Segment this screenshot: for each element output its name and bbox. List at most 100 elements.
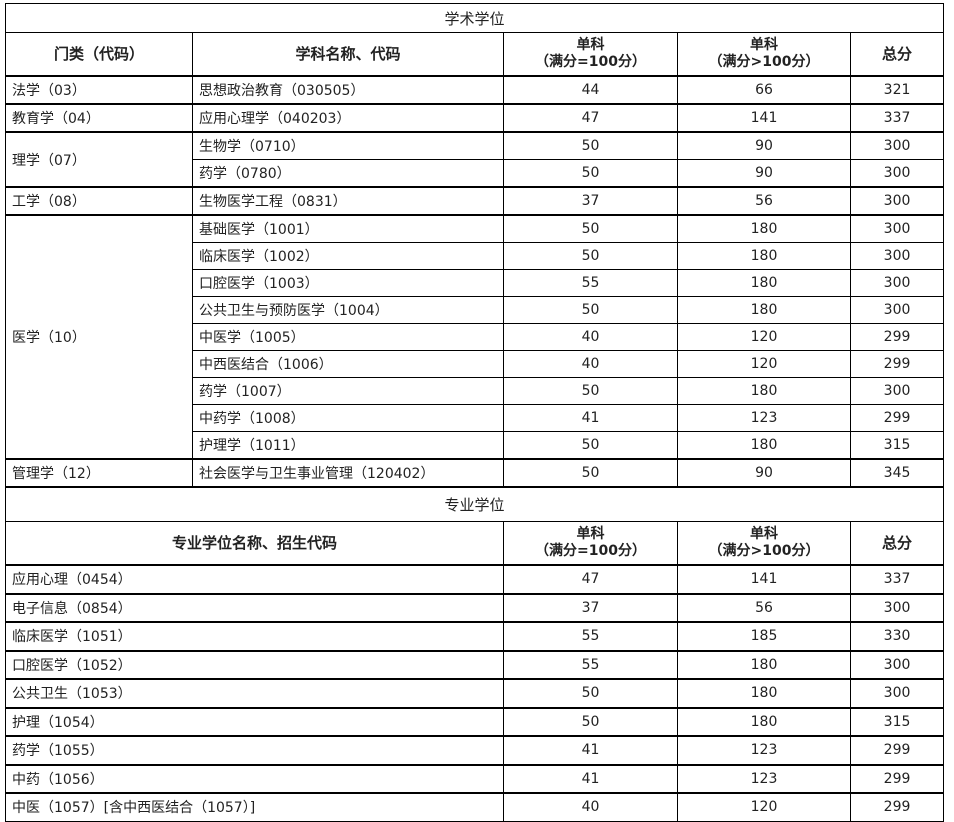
table-row: 公共卫生（1053） 50 180 300 — [5, 678, 945, 708]
single-over-100-cell: 90 — [677, 159, 851, 188]
single-over-100-cell: 180 — [677, 649, 851, 680]
degree-name-cell: 临床医学（1051） — [5, 621, 504, 651]
single-over-100-cell: 56 — [677, 592, 851, 623]
table-row: 中药学（1008） 41 123 299 — [6, 404, 945, 432]
total-cell: 300 — [849, 269, 945, 297]
single-100-cell: 41 — [503, 763, 678, 794]
single-100-cell: 47 — [503, 564, 678, 594]
header-line: 单科 — [750, 37, 778, 53]
table-row: 教育学（04） 应用心理学（040203） 47 141 337 — [5, 103, 945, 133]
total-cell: 300 — [849, 649, 945, 680]
header-single-over-100: 单科 （满分>100分） — [677, 521, 851, 566]
subject-cell: 思想政治教育（030505） — [192, 75, 504, 105]
category-cell: 理学（07） — [5, 131, 193, 188]
degree-name-cell: 电子信息（0854） — [5, 592, 504, 623]
table-row: 中医（1057）[含中西医结合（1057）] 40 120 299 — [5, 792, 945, 822]
single-100-cell: 50 — [503, 377, 678, 405]
total-cell: 321 — [849, 75, 945, 105]
single-100-cell: 50 — [503, 131, 678, 160]
subject-cell: 中药学（1008） — [192, 404, 504, 432]
header-name: 专业学位名称、招生代码 — [5, 521, 504, 566]
single-over-100-cell: 180 — [677, 377, 851, 405]
total-cell: 300 — [849, 678, 945, 708]
table-row: 电子信息（0854） 37 56 300 — [5, 592, 945, 623]
single-over-100-cell: 180 — [677, 296, 851, 324]
single-100-cell: 50 — [503, 296, 678, 324]
subject-cell: 生物医学工程（0831） — [192, 186, 504, 216]
subject-cell: 口腔医学（1003） — [192, 269, 504, 297]
single-100-cell: 50 — [503, 706, 678, 737]
header-category: 门类（代码） — [5, 32, 193, 77]
subject-cell: 基础医学（1001） — [192, 214, 504, 243]
header-single-100: 单科 （满分=100分） — [503, 521, 678, 566]
degree-name-cell: 应用心理（0454） — [5, 564, 504, 594]
subject-cell: 药学（0780） — [192, 159, 504, 188]
total-cell: 315 — [849, 706, 945, 737]
single-100-cell: 47 — [503, 103, 678, 133]
single-over-100-cell: 120 — [677, 792, 851, 822]
table-row: 中医学（1005） 40 120 299 — [6, 323, 945, 351]
single-100-cell: 50 — [503, 242, 678, 270]
table-row: 应用心理（0454） 47 141 337 — [5, 564, 945, 594]
header-single-over-100: 单科 （满分>100分） — [677, 32, 851, 77]
subject-cell: 中西医结合（1006） — [192, 350, 504, 378]
subject-cell: 生物学（0710） — [192, 131, 504, 160]
single-100-cell: 50 — [503, 458, 678, 488]
single-over-100-cell: 123 — [677, 735, 851, 765]
degree-name-cell: 护理（1054） — [5, 706, 504, 737]
subject-cell: 临床医学（1002） — [192, 242, 504, 270]
subject-cell: 应用心理学（040203） — [192, 103, 504, 133]
table-row: 药学（1055） 41 123 299 — [5, 735, 945, 765]
single-100-cell: 50 — [503, 214, 678, 243]
subject-cell: 公共卫生与预防医学（1004） — [192, 296, 504, 324]
table-row: 临床医学（1002） 50 180 300 — [6, 242, 945, 270]
single-over-100-cell: 56 — [677, 186, 851, 216]
table-row: 临床医学（1051） 55 185 330 — [5, 621, 945, 651]
single-100-cell: 41 — [503, 404, 678, 432]
total-cell: 337 — [849, 103, 945, 133]
table-row: 工学（08） 生物医学工程（0831） 37 56 300 — [5, 186, 945, 216]
table-row: 公共卫生与预防医学（1004） 50 180 300 — [6, 296, 945, 324]
table-row: 口腔医学（1003） 55 180 300 — [6, 269, 945, 297]
category-cell: 教育学（04） — [5, 103, 193, 133]
single-over-100-cell: 180 — [677, 431, 851, 460]
category-cell: 法学（03） — [5, 75, 193, 105]
single-100-cell: 40 — [503, 350, 678, 378]
professional-title: 专业学位 — [4, 486, 945, 522]
table-row: 中西医结合（1006） 40 120 299 — [6, 350, 945, 378]
subject-cell: 社会医学与卫生事业管理（120402） — [192, 458, 504, 488]
total-cell: 300 — [849, 242, 945, 270]
table-row: 中药（1056） 41 123 299 — [5, 763, 945, 794]
single-100-cell: 50 — [503, 678, 678, 708]
total-cell: 300 — [849, 214, 945, 243]
header-subject: 学科名称、代码 — [192, 32, 504, 77]
single-over-100-cell: 185 — [677, 621, 851, 651]
table-row: 药学（1007） 50 180 300 — [6, 377, 945, 405]
total-cell: 299 — [849, 350, 945, 378]
single-over-100-cell: 120 — [677, 323, 851, 351]
header-line: （满分=100分） — [535, 543, 646, 559]
single-over-100-cell: 180 — [677, 214, 851, 243]
total-cell: 300 — [849, 159, 945, 188]
single-over-100-cell: 180 — [677, 706, 851, 737]
single-100-cell: 40 — [503, 323, 678, 351]
header-line: 单科 — [576, 526, 605, 542]
category-cell: 管理学（12） — [5, 458, 193, 488]
subject-cell: 中医学（1005） — [192, 323, 504, 351]
single-100-cell: 55 — [503, 269, 678, 297]
degree-name-cell: 口腔医学（1052） — [5, 649, 504, 680]
total-cell: 300 — [849, 186, 945, 216]
category-cell: 医学（10） — [5, 214, 193, 460]
academic-title: 学术学位 — [4, 3, 945, 33]
table-row: 医学（10） 基础医学（1001） 50 180 300 — [5, 214, 945, 460]
table-row: 法学（03） 思想政治教育（030505） 44 66 321 — [5, 75, 945, 105]
total-cell: 330 — [849, 621, 945, 651]
single-100-cell: 37 — [503, 592, 678, 623]
table-row: 管理学（12） 社会医学与卫生事业管理（120402） 50 90 345 — [5, 458, 945, 488]
professional-header-row: 专业学位名称、招生代码 单科 （满分=100分） 单科 （满分>100分） 总分 — [5, 521, 945, 566]
single-100-cell: 37 — [503, 186, 678, 216]
total-cell: 299 — [849, 323, 945, 351]
header-line: （满分>100分） — [708, 54, 820, 70]
header-single-100: 单科 （满分=100分） — [503, 32, 678, 77]
total-cell: 300 — [849, 296, 945, 324]
